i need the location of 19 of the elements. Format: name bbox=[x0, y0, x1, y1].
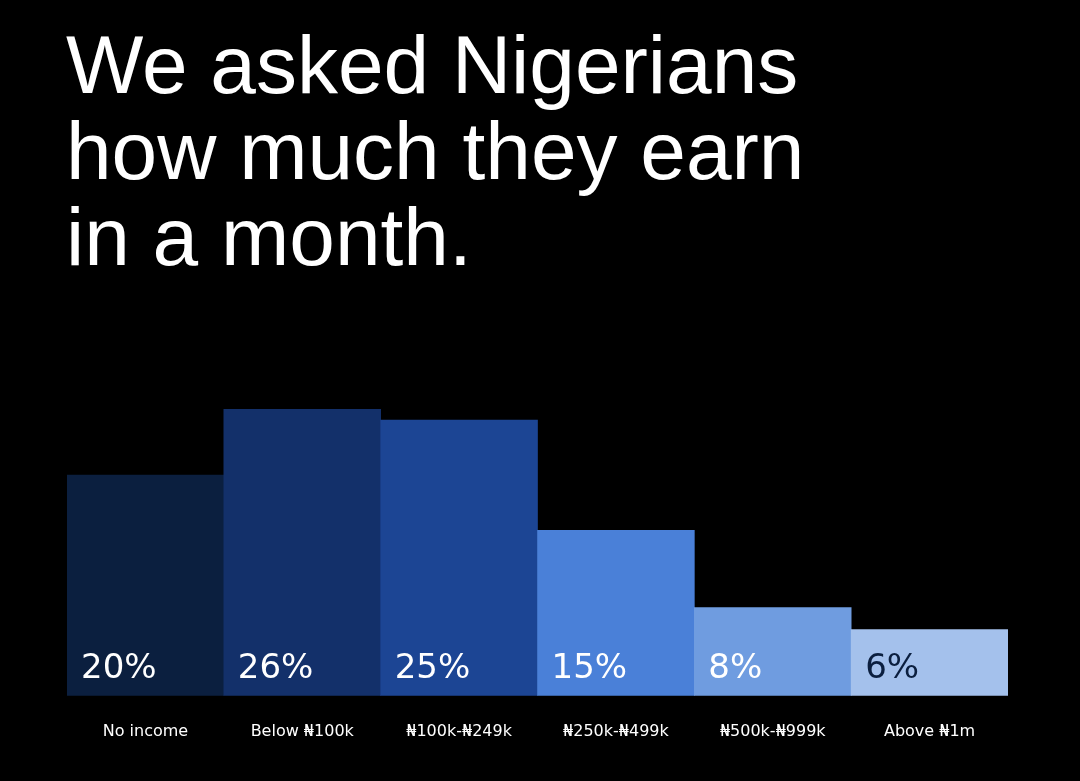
data-label: 8% bbox=[708, 645, 763, 686]
data-label: 26% bbox=[237, 645, 314, 686]
x-tick-label: Above ₦1m bbox=[883, 720, 976, 740]
bar bbox=[380, 419, 538, 696]
x-tick-label: No income bbox=[102, 720, 189, 740]
x-tick-label: ₦250k-₦499k bbox=[563, 720, 670, 740]
chart-title: We asked Nigerians how much they earn in a month. bbox=[66, 19, 806, 282]
x-tick-label: ₦500k-₦999k bbox=[719, 720, 827, 740]
bar bbox=[694, 607, 852, 696]
bar bbox=[223, 409, 381, 696]
data-label: 6% bbox=[865, 645, 920, 686]
bar bbox=[850, 629, 1008, 696]
x-tick-label: ₦100k-₦249k bbox=[406, 720, 513, 740]
data-label: 20% bbox=[81, 645, 157, 686]
bar bbox=[537, 530, 695, 696]
data-label: 25% bbox=[394, 645, 471, 686]
x-tick-label: Below ₦100k bbox=[250, 720, 355, 740]
data-label: 15% bbox=[551, 645, 628, 686]
bar bbox=[67, 474, 225, 696]
